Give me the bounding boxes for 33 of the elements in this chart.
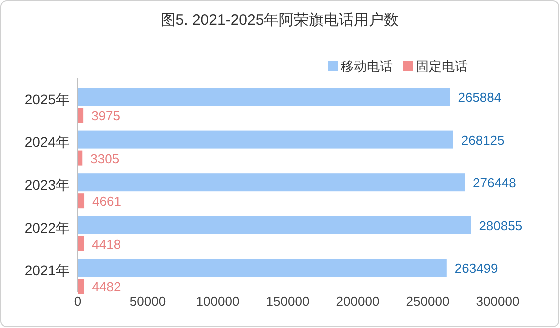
bar [78, 279, 84, 294]
y-tick-label: 2022年 [24, 220, 70, 236]
y-tick-label: 2024年 [24, 134, 70, 150]
data-label: 4418 [92, 236, 122, 252]
bar [78, 194, 85, 209]
x-tick-label: 250000 [406, 294, 450, 309]
bar [78, 259, 447, 278]
data-label: 280855 [479, 218, 523, 234]
data-label: 265884 [458, 90, 502, 105]
y-tick-label: 2023年 [24, 177, 70, 193]
bar [78, 130, 454, 149]
x-tick-label: 0 [74, 294, 82, 309]
chart-title: 图5. 2021-2025年阿荣旗电话用户数 [160, 12, 400, 29]
x-tick-label: 100000 [196, 294, 240, 309]
legend-label: 固定电话 [416, 59, 468, 74]
bar [78, 88, 450, 106]
bar [78, 174, 466, 192]
x-tick-label: 150000 [266, 294, 310, 309]
bar [78, 108, 84, 123]
x-tick-label: 50000 [130, 294, 166, 309]
y-tick-label: 2021年 [24, 262, 70, 279]
data-label: 263499 [454, 261, 498, 276]
y-tick-label: 2025年 [24, 91, 70, 108]
data-label: 3305 [90, 151, 120, 166]
bar [78, 216, 472, 234]
x-tick-label: 300000 [476, 294, 520, 309]
data-label: 4661 [92, 194, 122, 210]
x-tick-label: 200000 [336, 294, 380, 309]
data-label: 276448 [473, 176, 516, 191]
data-label: 4482 [92, 280, 122, 295]
data-label: 3975 [92, 108, 120, 124]
legend-label: 移动电话 [341, 59, 393, 74]
data-label: 268125 [461, 132, 505, 148]
